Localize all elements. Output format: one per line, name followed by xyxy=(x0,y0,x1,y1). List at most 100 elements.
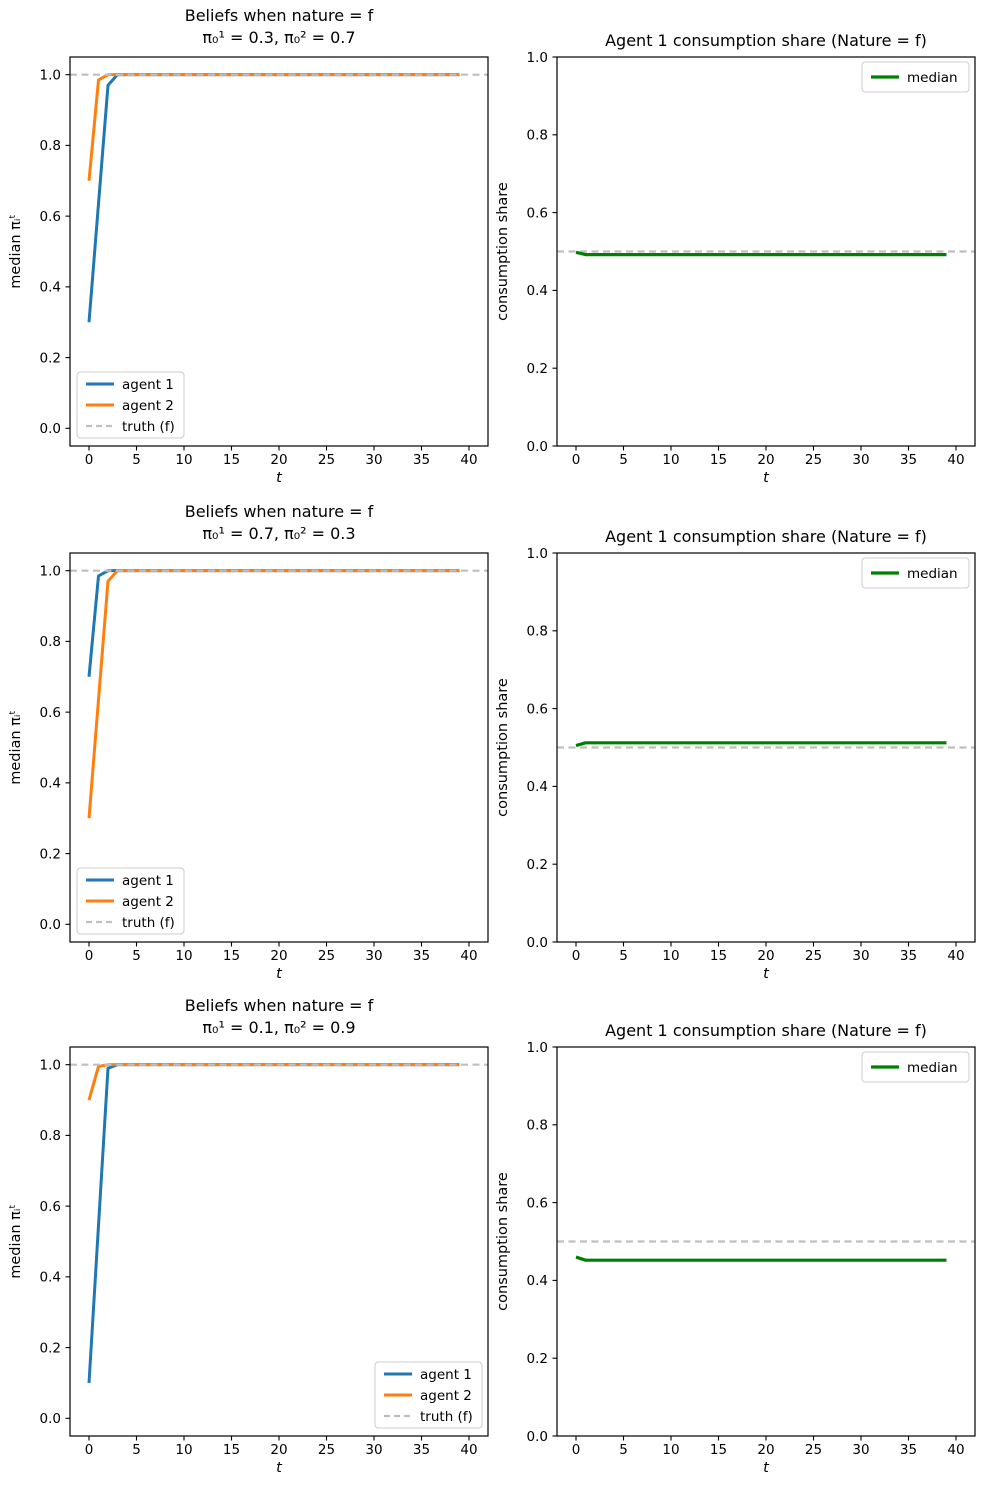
x-tick-label: 5 xyxy=(132,1442,141,1458)
y-tick-label: 0.8 xyxy=(527,1118,548,1134)
x-tick-label: 10 xyxy=(662,452,679,468)
x-tick-label: 5 xyxy=(619,948,628,964)
legend-entry-median: median xyxy=(871,566,958,582)
x-axis-ticks: 0 5 10 15 20 25 30 35 40 xyxy=(572,942,965,964)
legend: median xyxy=(861,61,970,93)
y-tick-label: 0.2 xyxy=(40,846,61,862)
panel-consumption-row1: 0 5 10 15 20 25 30 35 40 0.0 0.2 0.4 0.6 0.8 1.0 Agent … xyxy=(495,31,976,486)
x-tick-label: 20 xyxy=(757,1442,774,1458)
legend-label: agent 2 xyxy=(122,398,174,414)
series-group xyxy=(70,73,488,323)
series-group xyxy=(557,250,975,257)
legend-box xyxy=(861,557,970,589)
axes-frame xyxy=(69,56,489,447)
y-tick-label: 0.0 xyxy=(527,1429,548,1445)
y-tick-label: 0.6 xyxy=(40,1199,61,1215)
x-tick-label: 40 xyxy=(460,1442,477,1458)
y-tick-label: 0.4 xyxy=(527,779,548,795)
y-tick-label: 0.8 xyxy=(40,634,61,650)
x-axis-label: t xyxy=(276,1460,283,1476)
series-median-line xyxy=(575,250,947,257)
x-tick-label: 20 xyxy=(270,1442,287,1458)
legend-label: agent 1 xyxy=(122,377,174,393)
x-axis-ticks: 0 5 10 15 20 25 30 35 40 xyxy=(85,446,478,468)
plot-title: Beliefs when nature = f xyxy=(185,996,374,1015)
y-axis-ticks: 0.0 0.2 0.4 0.6 0.8 1.0 xyxy=(40,1057,70,1427)
plot-title: Agent 1 consumption share (Nature = f) xyxy=(605,1021,927,1040)
axes-frame xyxy=(556,56,976,447)
legend-label: agent 1 xyxy=(122,873,174,889)
legend-label: median xyxy=(907,1060,958,1076)
y-tick-label: 0.2 xyxy=(40,1340,61,1356)
x-axis-ticks: 0 5 10 15 20 25 30 35 40 xyxy=(85,942,478,964)
y-tick-label: 0.6 xyxy=(527,1195,548,1211)
x-tick-label: 10 xyxy=(175,948,192,964)
y-tick-label: 0.4 xyxy=(527,283,548,299)
x-tick-label: 10 xyxy=(175,1442,192,1458)
y-tick-label: 0.0 xyxy=(40,917,61,933)
y-tick-label: 1.0 xyxy=(527,1040,548,1056)
x-axis-label: t xyxy=(763,1460,770,1476)
plot-title: Agent 1 consumption share (Nature = f) xyxy=(605,31,927,50)
x-tick-label: 30 xyxy=(852,1442,869,1458)
x-tick-label: 20 xyxy=(270,452,287,468)
legend-entry-agent-1: agent 1 xyxy=(86,377,174,393)
x-tick-label: 40 xyxy=(947,948,964,964)
legend-label: median xyxy=(907,566,958,582)
y-tick-label: 0.4 xyxy=(40,1270,61,1286)
x-tick-label: 25 xyxy=(318,452,335,468)
x-tick-label: 30 xyxy=(852,948,869,964)
y-tick-label: 1.0 xyxy=(40,67,61,83)
x-tick-label: 10 xyxy=(175,452,192,468)
x-tick-label: 5 xyxy=(619,452,628,468)
legend-label: truth (f) xyxy=(122,419,175,435)
x-tick-label: 40 xyxy=(460,452,477,468)
x-tick-label: 40 xyxy=(947,452,964,468)
x-axis-label: t xyxy=(276,966,283,982)
x-tick-label: 5 xyxy=(132,452,141,468)
y-tick-label: 0.4 xyxy=(40,776,61,792)
y-tick-label: 0.2 xyxy=(527,1351,548,1367)
y-tick-label: 0.8 xyxy=(527,624,548,640)
x-tick-label: 0 xyxy=(85,452,94,468)
legend-label: agent 1 xyxy=(420,1367,472,1383)
y-axis-label: consumption share xyxy=(495,182,511,321)
x-tick-label: 15 xyxy=(223,1442,240,1458)
legend-entry-truth-f: truth (f) xyxy=(384,1409,473,1425)
plot-subtitle: π₀¹ = 0.7, π₀² = 0.3 xyxy=(202,524,355,543)
x-tick-label: 30 xyxy=(365,452,382,468)
axes-frame xyxy=(69,1046,489,1437)
y-tick-label: 1.0 xyxy=(40,1057,61,1073)
plot-title: Agent 1 consumption share (Nature = f) xyxy=(605,527,927,546)
x-axis-label: t xyxy=(763,966,770,982)
panel-beliefs-row1: 0 5 10 15 20 25 30 35 40 0.0 0.2 0.4 0.6 0.8 1.0 Belief… xyxy=(8,6,489,486)
x-axis-ticks: 0 5 10 15 20 25 30 35 40 xyxy=(85,1436,478,1458)
y-axis-ticks: 0.0 0.2 0.4 0.6 0.8 1.0 xyxy=(40,563,70,933)
x-tick-label: 25 xyxy=(805,1442,822,1458)
x-tick-label: 35 xyxy=(413,1442,430,1458)
y-axis-ticks: 0.0 0.2 0.4 0.6 0.8 1.0 xyxy=(40,67,70,437)
legend-label: agent 2 xyxy=(122,894,174,910)
legend-entry-median: median xyxy=(871,70,958,86)
x-tick-label: 20 xyxy=(270,948,287,964)
x-tick-label: 25 xyxy=(805,452,822,468)
legend: agent 1 agent 2 truth (f) xyxy=(76,371,185,439)
x-tick-label: 10 xyxy=(662,1442,679,1458)
y-tick-label: 0.0 xyxy=(527,935,548,951)
y-tick-label: 1.0 xyxy=(40,563,61,579)
x-tick-label: 10 xyxy=(662,948,679,964)
y-tick-label: 0.0 xyxy=(40,1411,61,1427)
y-tick-label: 0.4 xyxy=(527,1273,548,1289)
legend-entry-agent-1: agent 1 xyxy=(384,1367,472,1383)
x-tick-label: 25 xyxy=(318,948,335,964)
x-tick-label: 0 xyxy=(572,1442,581,1458)
x-tick-label: 15 xyxy=(223,948,240,964)
x-tick-label: 25 xyxy=(805,948,822,964)
y-axis-ticks: 0.0 0.2 0.4 0.6 0.8 1.0 xyxy=(527,1040,557,1445)
legend-entry-truth-f: truth (f) xyxy=(86,419,175,435)
series-group xyxy=(70,569,488,819)
x-tick-label: 35 xyxy=(413,948,430,964)
y-tick-label: 0.2 xyxy=(527,857,548,873)
